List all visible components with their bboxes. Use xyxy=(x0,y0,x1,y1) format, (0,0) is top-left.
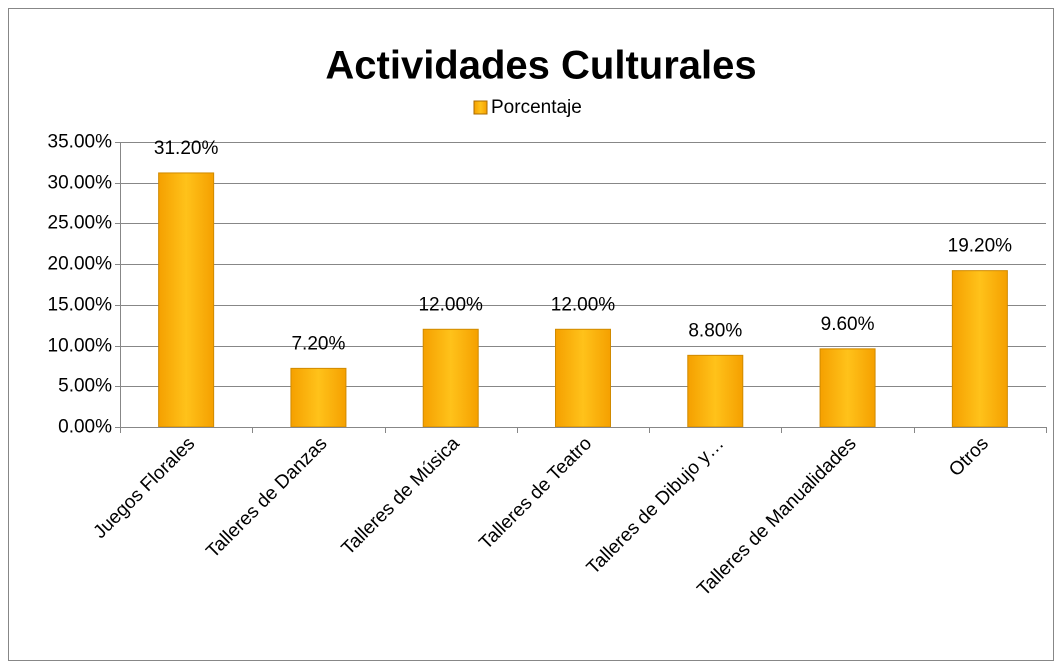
value-label: 31.20% xyxy=(154,138,219,159)
bar xyxy=(290,367,347,428)
bar xyxy=(422,328,479,428)
bar xyxy=(555,328,611,428)
value-label: 12.00% xyxy=(551,294,616,315)
chart-title: Actividades Culturales xyxy=(325,44,756,88)
bar xyxy=(158,172,215,428)
value-label: 12.00% xyxy=(418,294,483,315)
legend-swatch xyxy=(473,100,488,115)
y-tick-label: 10.00% xyxy=(48,336,113,357)
value-label: 8.80% xyxy=(688,320,742,341)
y-tick-label: 35.00% xyxy=(48,132,113,153)
bar xyxy=(951,270,1008,428)
y-tick-label: 30.00% xyxy=(48,173,113,194)
value-label: 19.20% xyxy=(948,236,1013,257)
y-tick-label: 15.00% xyxy=(48,295,113,316)
value-label: 7.20% xyxy=(291,333,345,354)
y-tick-label: 25.00% xyxy=(48,213,113,234)
bar xyxy=(819,348,876,428)
y-tick-label: 0.00% xyxy=(58,417,112,438)
y-tick-label: 5.00% xyxy=(58,376,112,397)
legend-label: Porcentaje xyxy=(491,97,582,118)
value-label: 9.60% xyxy=(821,314,875,335)
y-tick-label: 20.00% xyxy=(48,254,113,275)
bar xyxy=(687,354,744,428)
